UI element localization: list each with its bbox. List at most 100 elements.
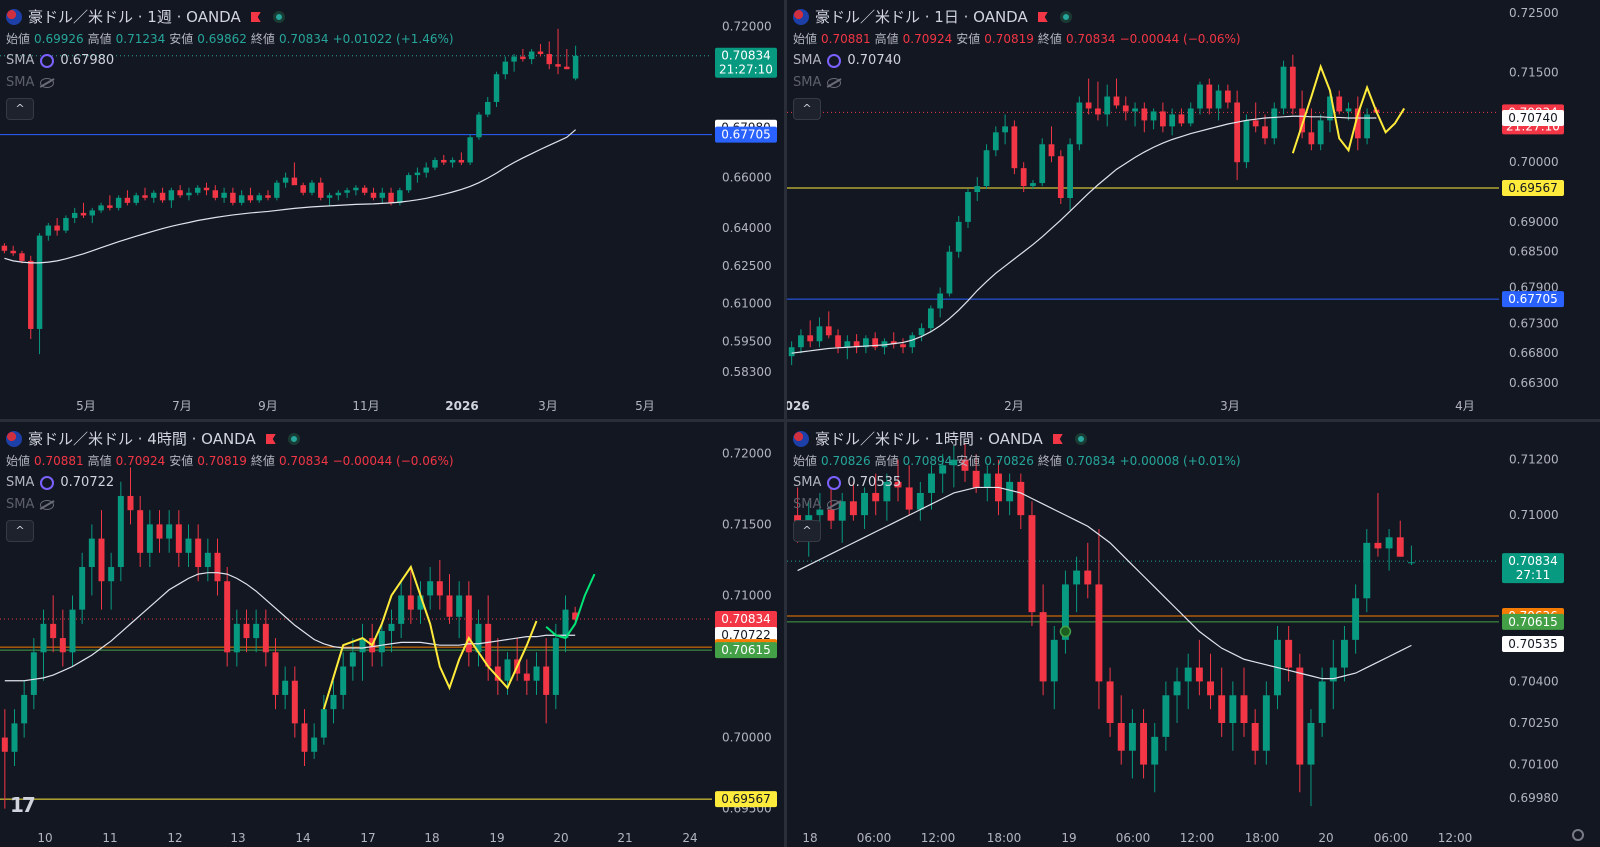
candle-body-9 [80,212,87,216]
chart-panel-weekly[interactable]: 0.72000 0.66000 0.64000 0.62500 0.61000 0.595… [0,0,784,419]
symbol-title[interactable]: 豪ドル／米ドル · 1日 · OANDA [815,8,1028,26]
ohlc-key-3: 終値 [1037,454,1062,468]
price-label-countdown-0: 27:11 [1516,568,1551,582]
candle-body-47 [456,595,463,617]
candle-body-23 [203,187,210,191]
x-tick-label-0: 10 [37,831,52,845]
candle-body-16 [972,470,980,488]
sma-hidden-row[interactable]: SMA [6,494,454,516]
y-tick-label-1: 0.66000 [722,171,772,185]
ohlc-value-3: 0.70834 [278,32,329,46]
symbol-title[interactable]: 豪ドル／米ドル · 4時間 · OANDA [28,430,256,448]
candle-body-12 [928,473,935,493]
candle-body-6 [54,225,60,231]
candle-body-48 [465,595,472,653]
candle-body-4 [825,326,832,336]
horizontal-divider[interactable] [0,419,1600,422]
candle-body-40 [388,623,395,631]
ohlc-key-2: 安値 [956,32,981,46]
legend-title-row: 豪ドル／米ドル · 4時間 · OANDA [6,428,454,450]
candle-body-1 [11,723,18,752]
sma-hidden-label: SMA [6,497,35,512]
eye-off-icon[interactable] [40,78,55,88]
candle-body-59 [572,612,579,620]
collapse-legend-button[interactable]: ^ [6,98,34,120]
symbol-title[interactable]: 豪ドル／米ドル · 1時間 · OANDA [815,430,1043,448]
legend-title-row: 豪ドル／米ドル · 1時間 · OANDA [793,428,1241,450]
collapse-legend-button[interactable]: ^ [793,520,821,542]
sma-row[interactable]: SMA 0.67980 [6,50,454,72]
candle-body-20 [974,186,981,193]
candle-body-7 [69,609,76,653]
candle-body-56 [493,74,500,102]
collapse-legend-button[interactable]: ^ [793,98,821,120]
trend-drawing-1 [545,573,596,640]
ohlc-row: 始値 0.69926 高値 0.71234 安値 0.69862 終値 0.70834 +0.0… [6,28,454,50]
collapse-legend-button[interactable]: ^ [6,520,34,542]
flag-marker-icon[interactable] [265,434,276,444]
candle-body-28 [1106,681,1114,723]
flag-marker-icon[interactable] [1052,434,1063,444]
sma-row[interactable]: SMA 0.70722 [6,472,454,494]
candle-body-7 [63,217,69,231]
sma-row[interactable]: SMA 0.70535 [793,472,1241,494]
candle-body-25 [1020,168,1027,187]
candle-body-59 [520,56,526,60]
chart-panel-daily[interactable]: 0.72500 0.71500 0.70000 0.69000 0.68500 0.679… [787,0,1600,419]
candle-body-2 [807,335,814,342]
candle-body-38 [335,192,342,196]
loading-icon [827,476,842,490]
candle-body-14 [137,510,144,553]
candle-body-36 [349,652,356,667]
candle-body-29 [1117,723,1125,751]
price-label-2: 0.67705 [715,126,777,143]
candle-body-5 [835,335,841,348]
candle-body-59 [1336,96,1343,112]
candle-body-21 [204,552,211,568]
candle-body-40 [1160,111,1166,127]
candle-body-44 [1285,639,1293,668]
price-label-text-1: 0.70740 [1508,111,1558,125]
symbol-title[interactable]: 豪ドル／米ドル · 1週 · OANDA [28,8,241,26]
price-label-4: 0.69567 [715,791,777,808]
candle-body-42 [1262,695,1270,751]
ohlc-key-1: 高値 [874,454,899,468]
vertical-divider[interactable] [784,0,787,847]
price-label-bg-2 [715,126,777,143]
candle-body-21 [983,150,990,187]
sma-hidden-row[interactable]: SMA [793,72,1241,94]
x-tick-label-7: 18:00 [1245,831,1280,845]
sma-label: SMA [6,53,35,68]
sma-hidden-row[interactable]: SMA [793,494,1241,516]
candle-body-16 [156,524,163,539]
candle-body-42 [1178,114,1185,124]
flag-marker-icon[interactable] [1037,12,1048,22]
sma-row[interactable]: SMA 0.70740 [793,50,1241,72]
candle-body-11 [108,567,115,582]
candle-body-23 [1002,126,1008,133]
ohlc-key-3: 終値 [250,454,275,468]
candle-body-24 [212,190,219,198]
candle-body-34 [1173,681,1181,696]
candle-body-36 [1122,105,1129,112]
eye-off-icon[interactable] [827,500,842,510]
chart-panel-1h[interactable]: 0.71200 0.71000 0.70400 0.70250 0.70100 0.699… [787,422,1600,847]
price-label-text-0: 0.70834 [1508,554,1558,568]
ohlc-key-1: 高値 [874,32,899,46]
settings-icon[interactable] [1572,829,1584,841]
candle-body-9 [894,481,902,488]
sma-hidden-row[interactable]: SMA [6,72,454,94]
ohlc-value-0: 0.69926 [34,32,84,46]
eye-off-icon[interactable] [40,500,55,510]
market-open-icon [1059,11,1072,23]
chart-panel-4h[interactable]: 0.72000 0.71500 0.71000 0.70000 0.69500 0.708… [0,422,784,847]
price-label-bg-0 [715,47,777,78]
price-label-2: 0.69567 [1502,180,1564,197]
eye-off-icon[interactable] [827,78,842,88]
candle-body-21 [1028,515,1036,613]
sma-hidden-label: SMA [6,75,35,90]
y-tick-label-4: 0.68500 [1509,245,1559,259]
flag-marker-icon[interactable] [250,12,261,22]
candle-body-43 [379,192,385,198]
candle-body-62 [1364,114,1370,139]
